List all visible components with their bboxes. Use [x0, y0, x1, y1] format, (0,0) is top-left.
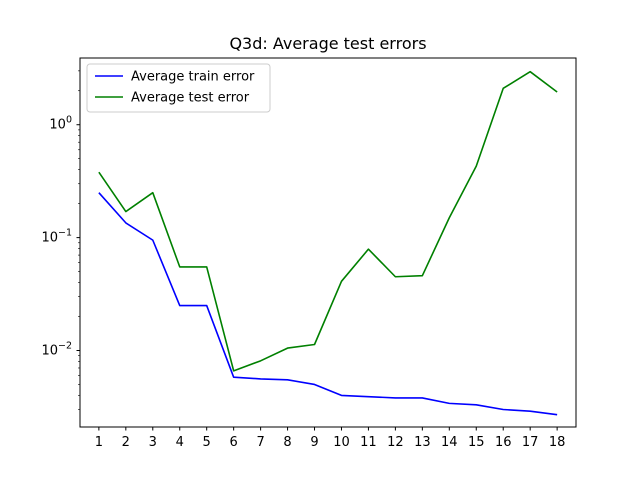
legend: Average train error Average test error	[86, 63, 271, 113]
x-tick-label: 5	[203, 435, 211, 450]
x-tick-label: 7	[256, 435, 264, 450]
x-tick-label: 6	[230, 435, 238, 450]
x-tick-label: 10	[333, 435, 350, 450]
x-tick-label: 18	[549, 435, 566, 450]
x-tick-label: 9	[310, 435, 318, 450]
y-tick-label: 10−1	[41, 228, 72, 246]
y-tick-exponent: 0	[66, 115, 72, 126]
y-tick-base: 10	[41, 343, 58, 358]
x-tick-label: 16	[495, 435, 512, 450]
x-tick-label: 14	[441, 435, 458, 450]
x-tick-label: 15	[468, 435, 485, 450]
legend-box	[86, 63, 271, 113]
x-tick-label: 2	[122, 435, 130, 450]
legend-entry-label: Average train error	[131, 70, 255, 85]
series-line-test	[98, 70, 558, 372]
x-tick-label: 8	[283, 435, 291, 450]
y-tick-exponent: −1	[58, 228, 72, 239]
x-tick-label: 11	[360, 435, 377, 450]
x-tick-label: 3	[149, 435, 157, 450]
y-tick-label: 10−2	[41, 340, 72, 358]
y-tick-base: 10	[49, 118, 66, 133]
y-tick-base: 10	[41, 231, 58, 246]
x-tick-label: 12	[387, 435, 404, 450]
chart-title: Q3d: Average test errors	[229, 34, 426, 53]
legend-entry-label: Average test error	[131, 91, 250, 106]
y-tick-label: 100	[49, 115, 72, 133]
x-tick-label: 13	[414, 435, 431, 450]
series-line-train	[98, 192, 558, 416]
x-tick-label: 17	[522, 435, 539, 450]
x-tick-label: 1	[95, 435, 103, 450]
y-tick-exponent: −2	[58, 340, 72, 351]
plot-frame	[79, 57, 577, 428]
x-tick-label: 4	[176, 435, 184, 450]
